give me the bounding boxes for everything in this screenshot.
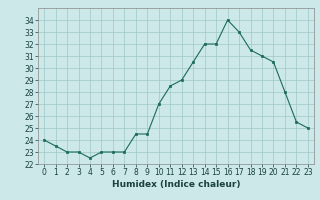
X-axis label: Humidex (Indice chaleur): Humidex (Indice chaleur) <box>112 180 240 189</box>
